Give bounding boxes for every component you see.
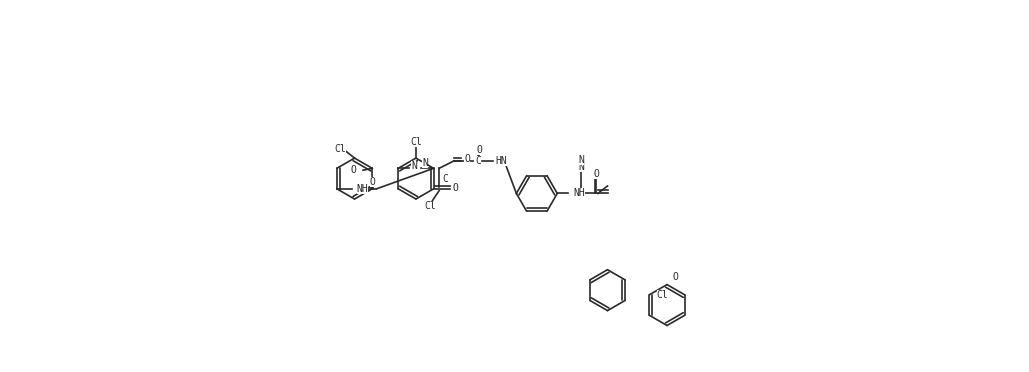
Text: C: C xyxy=(475,156,482,166)
Text: N: N xyxy=(578,155,584,165)
Text: O: O xyxy=(370,177,376,187)
Text: C: C xyxy=(442,174,449,185)
Text: O: O xyxy=(464,154,470,164)
Text: NH: NH xyxy=(573,189,584,198)
Text: N: N xyxy=(422,158,428,168)
Text: Cl: Cl xyxy=(334,144,347,154)
Text: O: O xyxy=(594,169,599,179)
Text: NH: NH xyxy=(356,184,368,194)
Text: HN: HN xyxy=(496,156,507,166)
Text: Cl: Cl xyxy=(424,201,435,211)
Text: Cl: Cl xyxy=(410,138,422,147)
Text: O: O xyxy=(673,272,678,282)
Text: N: N xyxy=(578,163,584,172)
Text: N: N xyxy=(412,161,417,171)
Text: O: O xyxy=(453,183,459,193)
Text: O: O xyxy=(351,165,357,175)
Text: Cl: Cl xyxy=(657,290,669,300)
Text: O: O xyxy=(476,145,483,155)
